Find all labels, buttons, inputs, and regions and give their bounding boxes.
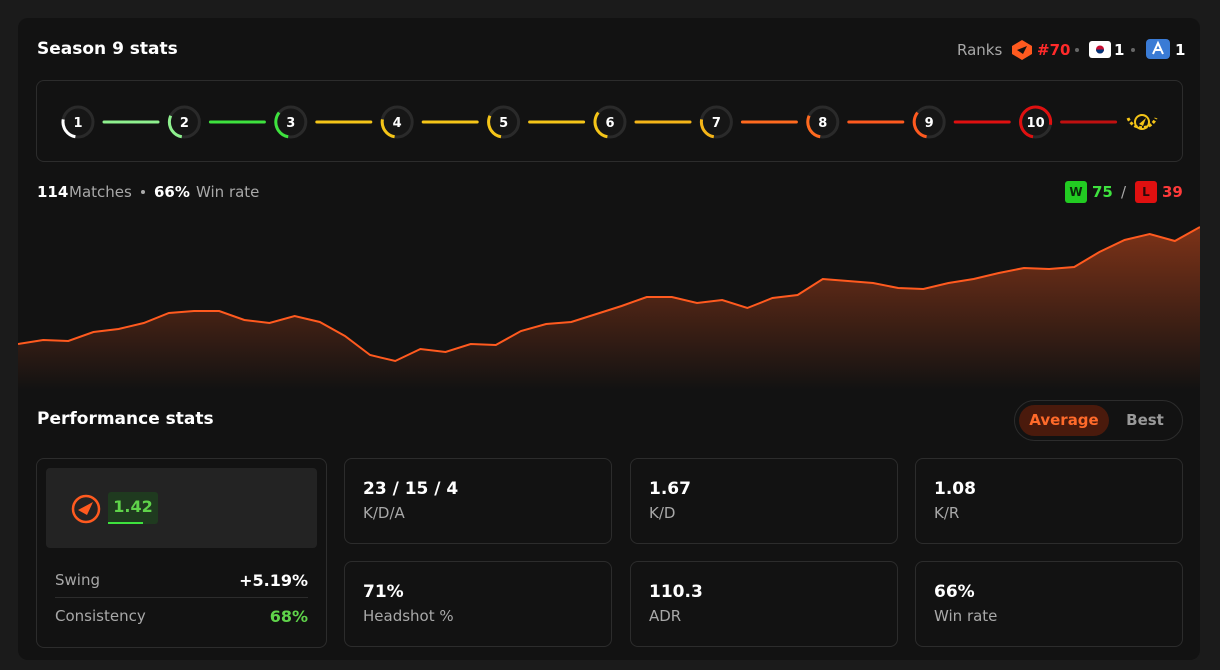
level-arc [274,105,308,139]
matches-count: 114 [37,183,69,201]
stat-card: 23 / 15 / 4 K/D/A [344,458,612,544]
win-rate: 66% [154,183,190,201]
level-arc [806,105,840,139]
level-arc [699,105,733,139]
wins-badge: W [1065,181,1087,203]
win-rate-label: Win rate [196,183,260,201]
separator-dot [141,190,145,194]
section-title: Performance stats [37,409,214,429]
level-arc [1019,105,1053,139]
stat-value: 1.08 [934,479,976,499]
level-label: 5 [499,116,508,131]
rating-icon [71,494,101,524]
level-label: 4 [393,116,402,131]
swing-label: Swing [55,571,100,589]
region-icon [1146,39,1170,59]
level-label: 3 [286,116,295,131]
level-arc [487,105,521,139]
level-label: 7 [712,116,721,131]
level-label: 6 [605,116,614,131]
stat-card: 66% Win rate [915,561,1183,647]
stat-value: 110.3 [649,582,703,602]
stat-label: Win rate [934,607,998,625]
stat-card: 1.08 K/R [915,458,1183,544]
wl-separator: / [1121,183,1127,201]
stat-value: 71% [363,582,404,602]
losses-badge: L [1135,181,1157,203]
rating-value: 1.42 [108,492,158,524]
level-track-svg: 1 2 3 4 5 6 7 8 9 10 [61,105,1158,139]
stat-label: Headshot % [363,607,454,625]
rating-bar [108,522,143,524]
region-rank: 1 [1175,41,1186,59]
matches-label: Matches [69,183,132,201]
flag-icon [1089,41,1111,58]
trophy-icon [1126,114,1158,130]
rating-card: 1.42 Swing +5.19% Consistency 68% [36,458,327,648]
level-label: 9 [925,116,934,131]
level-arc [912,105,946,139]
stat-label: ADR [649,607,682,625]
stat-value: 66% [934,582,975,602]
consistency-value: 68% [269,607,308,626]
toggle-best[interactable]: Best [1126,411,1164,429]
stat-card: 1.67 K/D [630,458,898,544]
title: Season 9 stats [37,39,178,59]
stat-card: 110.3 ADR [630,561,898,647]
stat-label: K/D [649,504,676,522]
area-line [18,226,1200,363]
level-arc [61,105,95,139]
separator-dot [1075,48,1079,52]
level-arc [167,105,201,139]
level-label: 8 [818,116,827,131]
consistency-label: Consistency [55,607,146,625]
toggle: Average Best [1014,400,1183,441]
level-label: 2 [180,116,189,131]
wins: 75 [1092,183,1113,201]
divider [55,597,308,598]
stat-value: 1.67 [649,479,691,499]
stat-card: 71% Headshot % [344,561,612,647]
stat-value: 23 / 15 / 4 [363,479,459,499]
level-label: 1 [73,116,82,131]
level-arc [593,105,627,139]
level-track: 1 2 3 4 5 6 7 8 9 10 [36,80,1183,162]
level-arc [380,105,414,139]
ranks-label: Ranks [957,41,1003,59]
stat-label: K/R [934,504,960,522]
elo-chart [18,226,1200,390]
level-label: 10 [1027,116,1045,131]
area-fill [18,227,1200,390]
swing-value: +5.19% [239,571,308,590]
rank-value: #70 [1037,41,1071,59]
rank-icon [1012,40,1032,60]
separator-dot [1131,48,1135,52]
stat-label: K/D/A [363,504,405,522]
losses: 39 [1162,183,1183,201]
toggle-average[interactable]: Average [1019,405,1109,436]
rating-box: 1.42 [46,468,317,548]
country-rank: 1 [1114,41,1125,59]
